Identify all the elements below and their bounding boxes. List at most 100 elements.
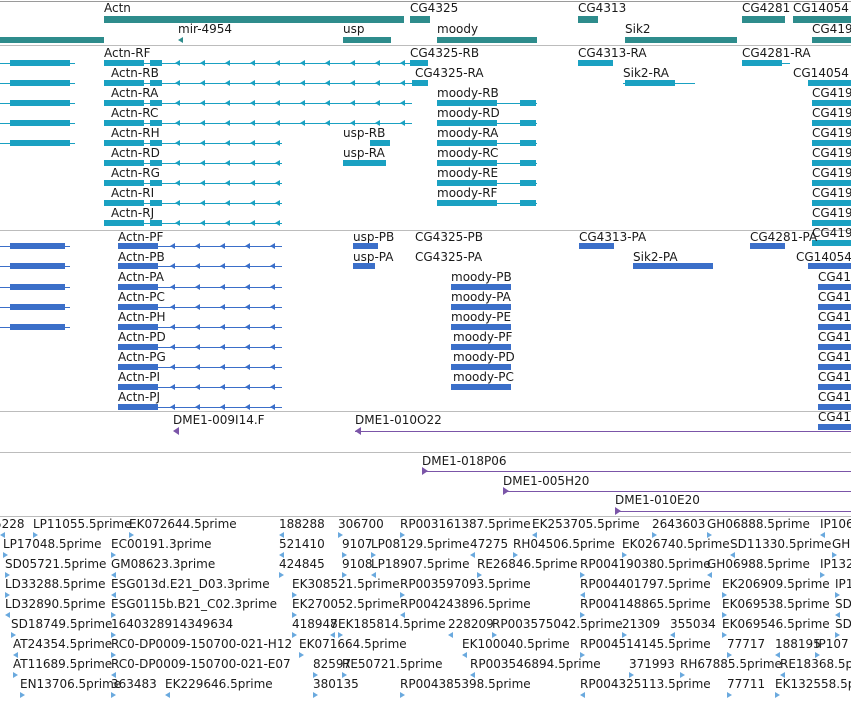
feature-label[interactable]: EK206909.5prime [722, 577, 830, 591]
feature-label[interactable]: IP1324 [820, 557, 851, 571]
feature-label[interactable]: RP004385398.5prime [400, 677, 531, 691]
feature-label[interactable]: moody-PE [451, 310, 512, 324]
feature-label[interactable]: usp [343, 22, 365, 36]
feature-block[interactable] [10, 304, 65, 310]
feature-block[interactable] [437, 160, 497, 166]
feature-block[interactable] [118, 304, 158, 310]
feature-label[interactable]: EK026740.5prime [622, 537, 730, 551]
feature-label[interactable]: moody-PD [453, 350, 515, 364]
feature-label[interactable]: EC00191.3prime [111, 537, 212, 551]
feature-label[interactable]: ESG0115b.B21_C02.3prime [111, 597, 278, 611]
gene-bar[interactable] [793, 16, 851, 23]
feature-block[interactable] [353, 263, 375, 269]
feature-label[interactable]: IP107 [815, 637, 849, 651]
feature-block[interactable] [818, 404, 851, 410]
feature-block[interactable] [150, 100, 162, 106]
feature-label[interactable]: CG419 [812, 186, 851, 200]
feature-label[interactable]: GH06888.5prime [707, 517, 810, 531]
feature-block[interactable] [437, 120, 497, 126]
feature-block[interactable] [451, 324, 511, 330]
feature-label[interactable]: CG4325-RB [410, 46, 480, 60]
gene-bar[interactable] [0, 37, 104, 43]
feature-block[interactable] [451, 284, 511, 290]
feature-label[interactable]: CG4281-RA [742, 46, 811, 60]
feature-label[interactable]: Actn-PH [118, 310, 166, 324]
feature-block[interactable] [150, 220, 162, 226]
feature-block[interactable] [104, 160, 144, 166]
feature-label[interactable]: mir-4954 [178, 22, 233, 36]
feature-label[interactable]: AT24354.5prime [13, 637, 113, 651]
gene-bar[interactable] [812, 37, 851, 43]
feature-label[interactable]: CG41 [818, 410, 851, 424]
gene-bar[interactable] [578, 16, 598, 23]
feature-block[interactable] [150, 140, 162, 146]
feature-label[interactable]: CG419 [812, 146, 851, 160]
feature-label[interactable]: DME1-018P06 [422, 454, 507, 468]
feature-label[interactable]: usp-PA [353, 250, 394, 264]
feature-block[interactable] [437, 180, 497, 186]
feature-label[interactable]: EK270052.5prime [292, 597, 400, 611]
feature-block[interactable] [410, 60, 428, 66]
feature-block[interactable] [150, 200, 162, 206]
feature-label[interactable]: EK069538.5prime [722, 597, 830, 611]
feature-label[interactable]: GH06988.5prime [707, 557, 810, 571]
feature-label[interactable]: CG41 [818, 290, 851, 304]
feature-label[interactable]: 5228 [0, 517, 25, 531]
feature-label[interactable]: RP004325113.5prime [580, 677, 711, 691]
feature-label[interactable]: moody-PC [453, 370, 514, 384]
feature-label[interactable]: CG4281-PA [750, 230, 818, 244]
feature-label[interactable]: IP13 [835, 577, 851, 591]
feature-block[interactable] [633, 263, 713, 269]
feature-label[interactable]: EK100040.5prime [462, 637, 570, 651]
feature-label[interactable]: CG4325-PB [415, 230, 484, 244]
feature-block[interactable] [10, 243, 65, 249]
feature-label[interactable]: 355034 [670, 617, 716, 631]
feature-label[interactable]: Actn-PF [118, 230, 164, 244]
feature-label[interactable]: 9108 [342, 557, 373, 571]
feature-block[interactable] [818, 344, 851, 350]
feature-label[interactable]: RE26846.5prime [477, 557, 578, 571]
feature-label[interactable]: 418948 [292, 617, 338, 631]
gene-bar[interactable] [343, 37, 391, 43]
feature-label[interactable]: CG419 [812, 126, 851, 140]
feature-block[interactable] [812, 140, 851, 146]
feature-label[interactable]: IP1066 [820, 517, 851, 531]
feature-block[interactable] [150, 80, 162, 86]
feature-block[interactable] [818, 324, 851, 330]
feature-label[interactable]: EK308521.5prime [292, 577, 400, 591]
feature-block[interactable] [118, 284, 158, 290]
feature-label[interactable]: RP003575042.5prime [492, 617, 623, 631]
feature-block[interactable] [812, 200, 851, 206]
feature-label[interactable]: LP18907.5prime [371, 557, 470, 571]
feature-block[interactable] [812, 240, 851, 246]
feature-label[interactable]: DME1-010O22 [355, 413, 442, 427]
feature-label[interactable]: usp-RA [343, 146, 385, 160]
feature-block[interactable] [742, 60, 782, 66]
feature-label[interactable]: 77717 [727, 637, 766, 651]
gene-bar[interactable] [625, 37, 737, 43]
feature-block[interactable] [750, 243, 785, 249]
feature-label[interactable]: LP11055.5prime [33, 517, 132, 531]
feature-label[interactable]: moody-RF [437, 186, 498, 200]
feature-block[interactable] [10, 324, 65, 330]
feature-label[interactable]: GM08623.3prime [111, 557, 216, 571]
feature-label[interactable]: CG4313-PA [579, 230, 647, 244]
feature-label[interactable]: SD11330.5prime [730, 537, 832, 551]
feature-label[interactable]: Actn-PA [118, 270, 164, 284]
feature-label[interactable]: 21309 [622, 617, 661, 631]
feature-block[interactable] [818, 384, 851, 390]
feature-label[interactable]: RP003161387.5prime [400, 517, 531, 531]
feature-block[interactable] [118, 404, 158, 410]
feature-label[interactable]: 2643603 [652, 517, 706, 531]
gene-bar[interactable] [410, 16, 430, 23]
feature-label[interactable]: moody-RD [437, 106, 500, 120]
feature-label[interactable]: CG41 [818, 350, 851, 364]
feature-block[interactable] [10, 100, 70, 106]
feature-block[interactable] [104, 80, 144, 86]
feature-label[interactable]: CG4313-RA [578, 46, 647, 60]
feature-block[interactable] [104, 200, 144, 206]
feature-label[interactable]: 7 [330, 617, 338, 631]
feature-block[interactable] [10, 80, 70, 86]
feature-label[interactable]: RP003546894.5prime [470, 657, 601, 671]
feature-label[interactable]: CG4325-RA [415, 66, 484, 80]
